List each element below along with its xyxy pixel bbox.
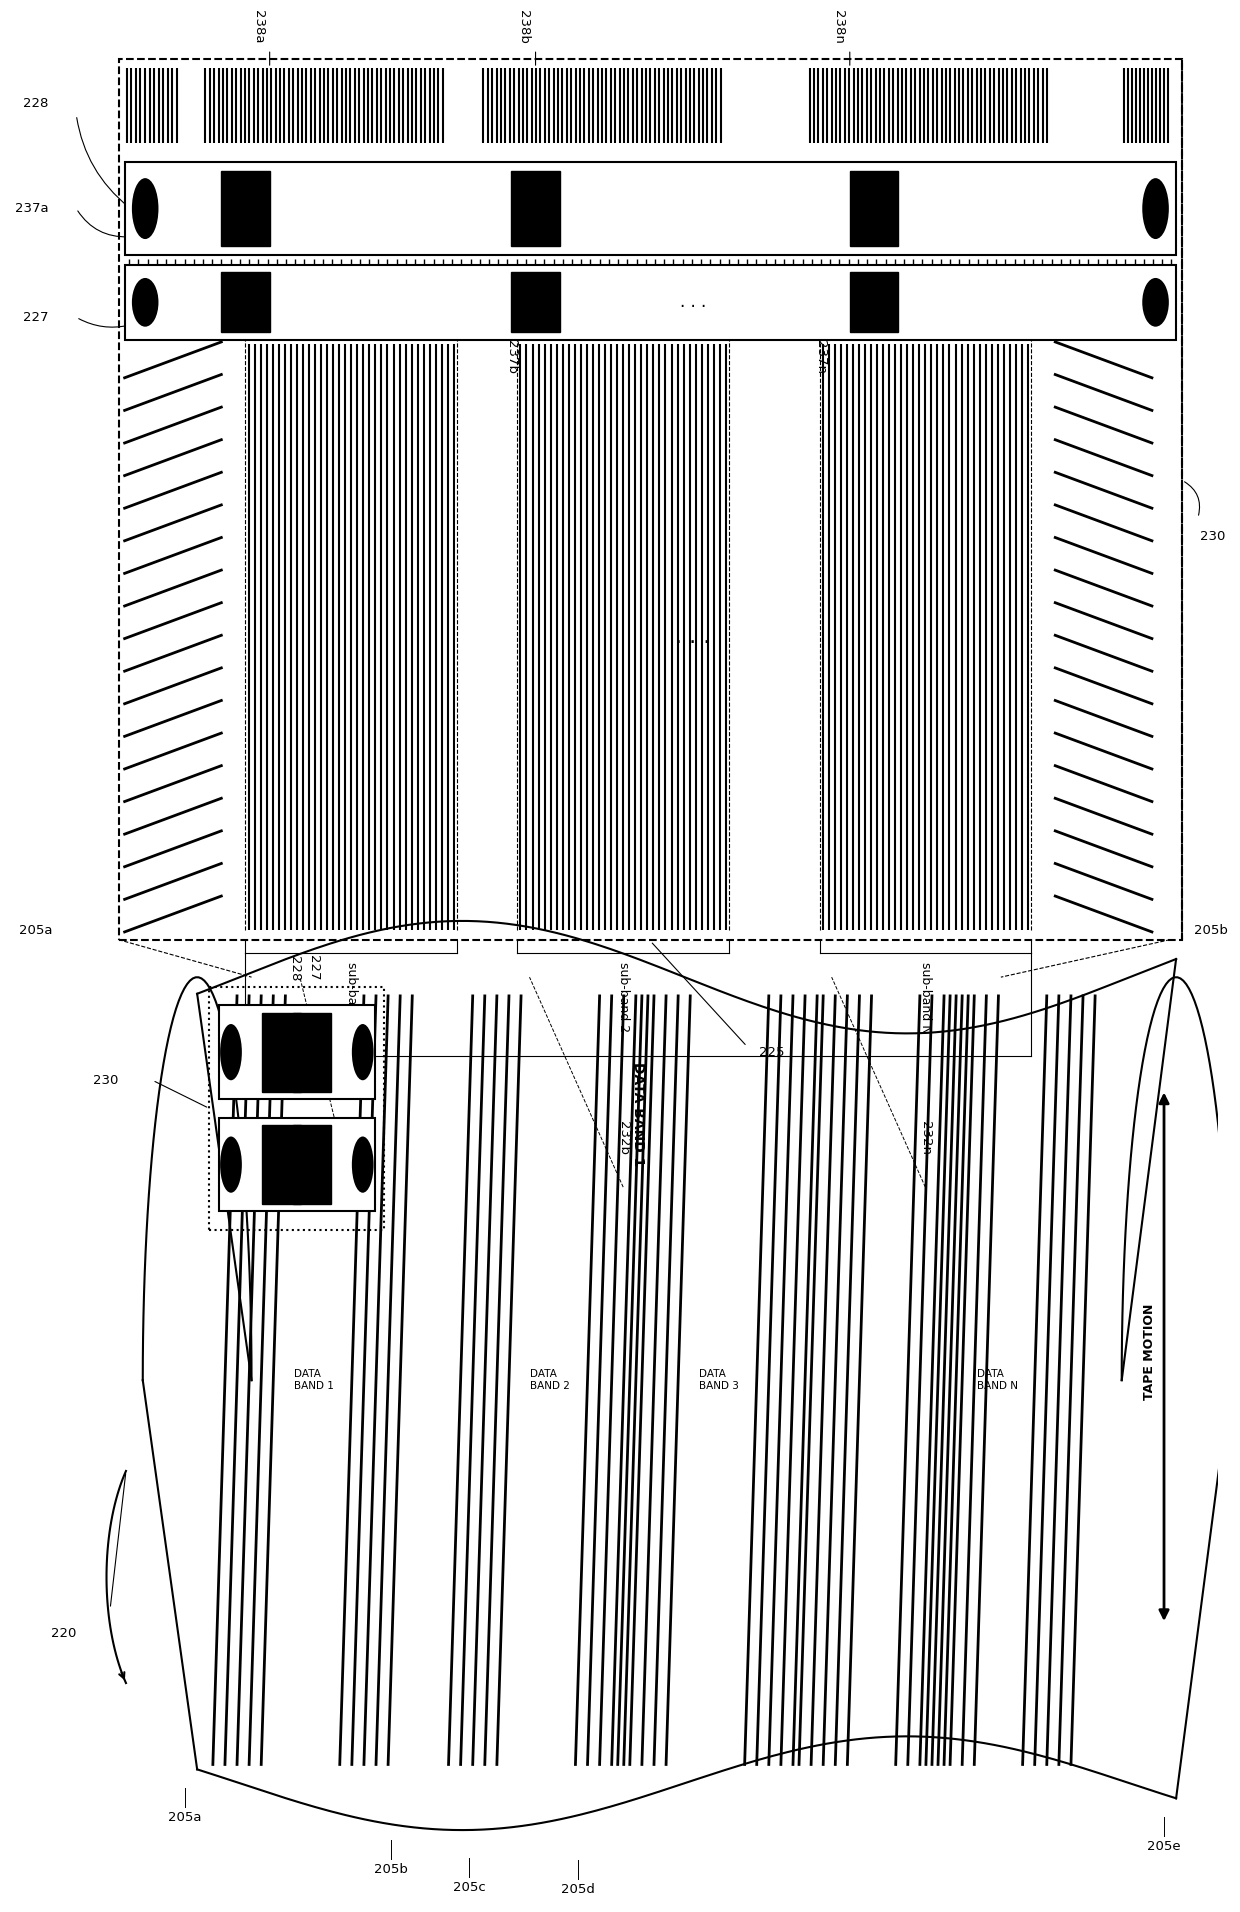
Text: 238n: 238n [832, 10, 844, 44]
Text: 227: 227 [308, 956, 320, 981]
Text: 227: 227 [24, 312, 48, 323]
FancyBboxPatch shape [221, 272, 269, 333]
Text: . . .: . . . [680, 293, 706, 312]
Text: 230: 230 [93, 1075, 119, 1086]
Text: 205a: 205a [169, 1811, 202, 1824]
Ellipse shape [1142, 277, 1169, 327]
Text: 205d: 205d [560, 1883, 595, 1897]
FancyBboxPatch shape [125, 266, 1176, 340]
Text: sub-band N: sub-band N [919, 962, 931, 1034]
FancyBboxPatch shape [221, 170, 269, 247]
Text: sub-band 2: sub-band 2 [616, 962, 630, 1032]
Text: 228: 228 [288, 956, 301, 981]
FancyBboxPatch shape [293, 1013, 331, 1092]
FancyBboxPatch shape [125, 163, 1176, 256]
Ellipse shape [221, 1136, 242, 1193]
FancyBboxPatch shape [293, 1126, 331, 1205]
Text: 205b: 205b [1194, 923, 1228, 937]
Text: 232b: 232b [616, 1122, 630, 1155]
Ellipse shape [352, 1025, 373, 1080]
Text: DATA
BAND 1: DATA BAND 1 [294, 1369, 334, 1392]
FancyBboxPatch shape [849, 272, 898, 333]
Text: 237a: 237a [15, 203, 48, 214]
Text: 205b: 205b [373, 1862, 408, 1876]
Text: 237n: 237n [813, 340, 827, 375]
Text: DATA
BAND 3: DATA BAND 3 [698, 1369, 739, 1392]
FancyBboxPatch shape [263, 1126, 301, 1205]
Text: DATA
BAND N: DATA BAND N [977, 1369, 1018, 1392]
Text: DATA BAND 1: DATA BAND 1 [631, 1061, 645, 1166]
Text: 238b: 238b [517, 10, 531, 44]
Text: 230: 230 [1200, 530, 1225, 543]
Text: 237b: 237b [506, 340, 518, 375]
Text: 205a: 205a [19, 923, 52, 937]
Text: 238a: 238a [252, 10, 264, 44]
Text: 220: 220 [51, 1627, 77, 1640]
FancyBboxPatch shape [849, 170, 898, 247]
Text: 225: 225 [759, 1046, 785, 1059]
FancyBboxPatch shape [511, 170, 559, 247]
FancyBboxPatch shape [511, 272, 559, 333]
Ellipse shape [221, 1025, 242, 1080]
Ellipse shape [131, 178, 159, 239]
Ellipse shape [352, 1136, 373, 1193]
Text: TAPE MOTION: TAPE MOTION [1143, 1304, 1156, 1400]
FancyBboxPatch shape [197, 977, 1176, 1784]
Text: 205c: 205c [453, 1881, 485, 1893]
Text: sub-band 1: sub-band 1 [345, 962, 358, 1032]
FancyBboxPatch shape [263, 1013, 301, 1092]
Text: . . .: . . . [675, 627, 711, 646]
Text: 228: 228 [24, 98, 48, 111]
Text: 232a: 232a [345, 1122, 358, 1155]
Ellipse shape [131, 277, 159, 327]
Text: 232n: 232n [919, 1122, 931, 1155]
Ellipse shape [1142, 178, 1169, 239]
FancyBboxPatch shape [219, 1119, 374, 1212]
FancyBboxPatch shape [219, 1006, 374, 1099]
Text: 205e: 205e [1147, 1839, 1180, 1853]
Text: DATA
BAND 2: DATA BAND 2 [529, 1369, 569, 1392]
